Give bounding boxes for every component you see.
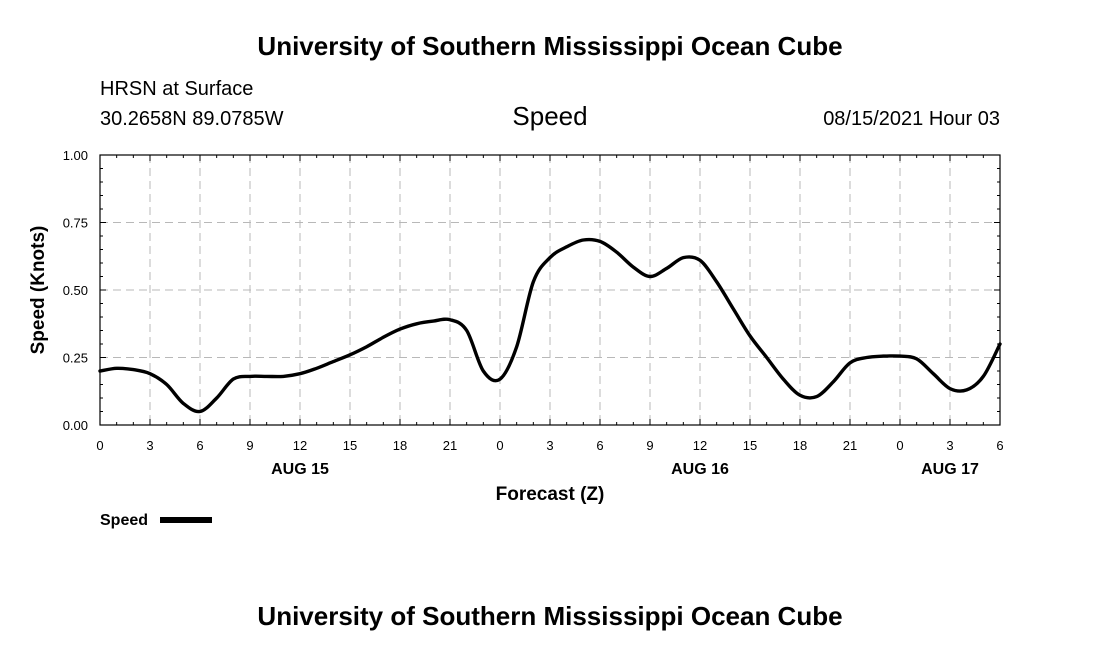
day-label: AUG 17 [921,461,979,478]
plot-frame [99,154,1001,426]
x-tick-label: 6 [196,438,203,453]
x-tick-label: 9 [246,438,253,453]
datetime-label: 08/15/2021 Hour 03 [823,108,1000,130]
y-tick-label: 1.00 [63,148,88,163]
x-axis-label: Forecast (Z) [496,484,605,505]
x-tick-label: 12 [693,438,707,453]
x-tick-label: 3 [146,438,153,453]
y-tick-label: 0.50 [63,283,88,298]
x-tick-label: 15 [343,438,357,453]
x-tick-label: 15 [743,438,757,453]
x-tick-label: 21 [843,438,857,453]
x-tick-label: 9 [646,438,653,453]
chart-title: Speed [512,101,587,131]
x-tick-label: 3 [546,438,553,453]
station-label: HRSN at Surface [100,78,253,100]
day-label: AUG 15 [271,461,329,478]
x-tick-label: 3 [946,438,953,453]
grid [100,155,1000,425]
bottom-title: University of Southern Mississippi Ocean… [257,601,842,631]
x-tick-label: 6 [996,438,1003,453]
x-tick-label: 0 [96,438,103,453]
x-tick-label: 6 [596,438,603,453]
y-tick-label: 0.25 [63,351,88,366]
x-tick-label: 12 [293,438,307,453]
y-tick-label: 0.00 [63,418,88,433]
top-title: University of Southern Mississippi Ocean… [257,31,842,61]
x-tick-label: 18 [793,438,807,453]
coordinates-label: 30.2658N 89.0785W [100,108,284,130]
x-tick-label: 0 [496,438,503,453]
x-tick-label: 0 [896,438,903,453]
speed-series-line [98,237,1002,414]
day-label: AUG 16 [671,461,729,478]
x-tick-label: 21 [443,438,457,453]
y-axis-label: Speed (Knots) [28,226,49,355]
legend-label: Speed [100,512,148,529]
x-tick-label: 18 [393,438,407,453]
y-tick-label: 0.75 [63,216,88,231]
axes: 0 3 6 9 12 15 18 21 0 3 6 9 12 15 18 21 0 3 6 0.00 0.25 0.50 0… [63,148,1004,478]
